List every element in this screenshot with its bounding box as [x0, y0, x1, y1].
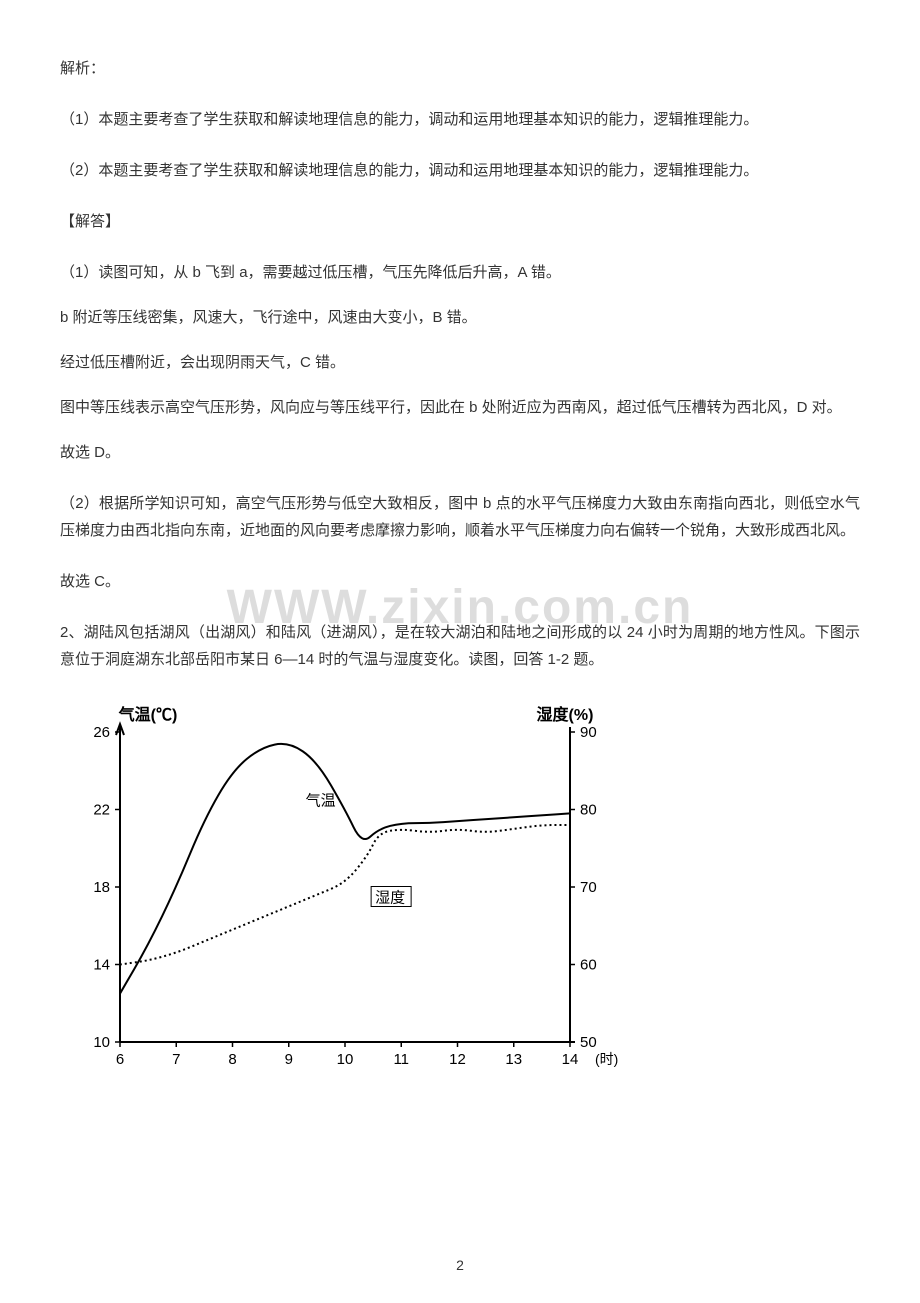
solution-1b: b 附近等压线密集，风速大，飞行途中，风速由大变小，B 错。 — [60, 304, 860, 331]
svg-text:90: 90 — [580, 724, 597, 741]
svg-text:湿度: 湿度 — [375, 890, 405, 907]
svg-text:(时): (时) — [595, 1051, 618, 1067]
svg-text:14: 14 — [93, 957, 110, 974]
solution-1a: （1）读图可知，从 b 飞到 a，需要越过低压槽，气压先降低后升高，A 错。 — [60, 259, 860, 286]
svg-text:12: 12 — [449, 1051, 466, 1068]
svg-text:26: 26 — [93, 724, 110, 741]
analysis-2: （2）本题主要考查了学生获取和解读地理信息的能力，调动和运用地理基本知识的能力，… — [60, 157, 860, 184]
svg-text:9: 9 — [285, 1051, 293, 1068]
svg-text:10: 10 — [337, 1051, 354, 1068]
solution-1d: 图中等压线表示高空气压形势，风向应与等压线平行，因此在 b 处附近应为西南风，超… — [60, 394, 860, 421]
svg-text:13: 13 — [505, 1051, 522, 1068]
svg-text:7: 7 — [172, 1051, 180, 1068]
svg-text:6: 6 — [116, 1051, 124, 1068]
svg-text:14: 14 — [562, 1051, 579, 1068]
svg-text:11: 11 — [393, 1051, 409, 1068]
analysis-1: （1）本题主要考查了学生获取和解读地理信息的能力，调动和运用地理基本知识的能力，… — [60, 106, 860, 133]
svg-text:气温: 气温 — [306, 793, 336, 810]
answer-2: 故选 C。 — [60, 568, 860, 595]
svg-text:10: 10 — [93, 1034, 110, 1051]
svg-text:气温(℃): 气温(℃) — [118, 705, 178, 724]
page-number: 2 — [456, 1257, 464, 1273]
svg-text:18: 18 — [93, 879, 110, 896]
svg-text:50: 50 — [580, 1034, 597, 1051]
question-2: 2、湖陆风包括湖风（出湖风）和陆风（进湖风），是在较大湖泊和陆地之间形成的以 2… — [60, 619, 860, 673]
svg-text:60: 60 — [580, 957, 597, 974]
analysis-heading: 解析： — [60, 55, 860, 82]
svg-text:8: 8 — [228, 1051, 236, 1068]
svg-text:70: 70 — [580, 879, 597, 896]
svg-text:湿度(%): 湿度(%) — [536, 705, 594, 724]
svg-text:80: 80 — [580, 802, 597, 819]
temperature-humidity-chart: 10 14 18 22 26 50 60 70 80 90 6 7 8 9 10 11 12 13 14 (时) 气温(… — [60, 697, 860, 1092]
solution-heading: 【解答】 — [60, 208, 860, 235]
solution-2: （2）根据所学知识可知，高空气压形势与低空大致相反，图中 b 点的水平气压梯度力… — [60, 490, 860, 544]
svg-text:22: 22 — [93, 802, 110, 819]
solution-1c: 经过低压槽附近，会出现阴雨天气，C 错。 — [60, 349, 860, 376]
answer-1: 故选 D。 — [60, 439, 860, 466]
